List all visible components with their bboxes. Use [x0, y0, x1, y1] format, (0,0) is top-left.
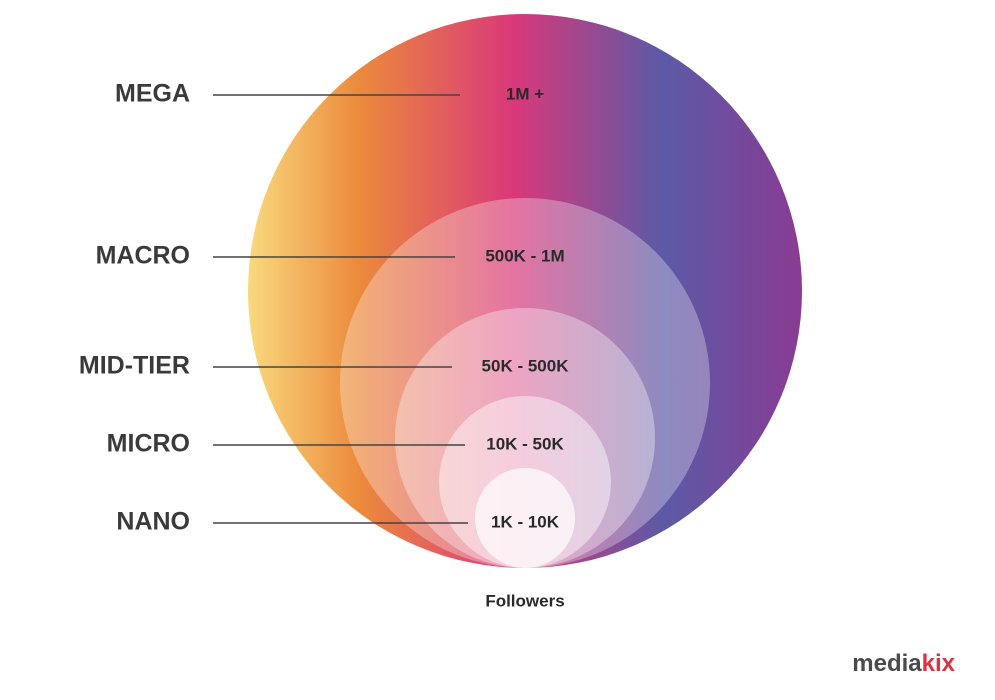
tier-range: 50K - 500K — [482, 356, 570, 375]
logo: mediakix — [852, 650, 955, 677]
tier-range: 1K - 10K — [491, 512, 560, 531]
logo-suffix: kix — [922, 650, 956, 677]
circle-mega — [248, 14, 802, 568]
tier-labels: MEGA 1M + MACRO 500K - 1M MID-TIER 50K - 500K… — [79, 80, 569, 536]
tier-label: MID-TIER — [79, 352, 190, 380]
circle-nano — [475, 468, 575, 568]
tier-range: 500K - 1M — [485, 246, 564, 265]
circle-macro — [340, 198, 710, 568]
tier-range: 10K - 50K — [486, 434, 564, 453]
logo-prefix: media — [852, 650, 922, 677]
tier-range: 1M + — [506, 84, 544, 103]
circles — [248, 14, 802, 568]
tier-label: MEGA — [115, 80, 190, 108]
tier-label: NANO — [116, 508, 190, 536]
axis-label: Followers — [485, 591, 564, 610]
tier-label: MACRO — [96, 242, 190, 270]
tier-label: MICRO — [107, 430, 190, 458]
circle-mid-tier — [395, 308, 655, 568]
